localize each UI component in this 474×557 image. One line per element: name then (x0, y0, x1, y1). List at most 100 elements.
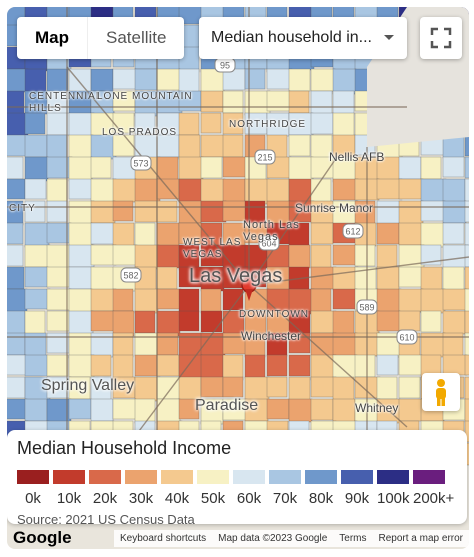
census-tract[interactable] (464, 354, 469, 376)
census-tract[interactable] (266, 178, 290, 205)
census-tract[interactable] (266, 398, 290, 420)
census-tract[interactable] (332, 288, 358, 310)
census-tract[interactable] (112, 134, 135, 157)
census-tract[interactable] (398, 200, 424, 227)
census-tract[interactable] (442, 222, 465, 245)
census-tract[interactable] (68, 288, 93, 313)
census-tract[interactable] (288, 354, 311, 377)
census-tract[interactable] (266, 310, 292, 336)
census-tract[interactable] (7, 178, 26, 200)
census-tract[interactable] (200, 310, 223, 333)
census-tract[interactable] (266, 68, 293, 90)
census-tract[interactable] (24, 112, 46, 135)
census-tract[interactable] (24, 200, 46, 223)
census-tract[interactable] (112, 244, 138, 266)
census-tract[interactable] (376, 266, 400, 293)
census-tract[interactable] (332, 244, 357, 266)
census-tract[interactable] (354, 354, 376, 378)
census-tract[interactable] (376, 222, 400, 245)
census-tract[interactable] (90, 222, 115, 245)
census-tract[interactable] (442, 178, 466, 203)
census-tract[interactable] (24, 68, 47, 93)
census-tract[interactable] (178, 134, 201, 160)
census-tract[interactable] (288, 398, 313, 423)
census-tract[interactable] (332, 398, 356, 423)
census-tract[interactable] (24, 244, 51, 268)
map-pin-icon[interactable] (241, 277, 257, 301)
census-tract[interactable] (46, 244, 70, 270)
census-tract[interactable] (68, 222, 93, 248)
census-tract[interactable] (288, 288, 315, 315)
census-tract[interactable] (24, 354, 49, 377)
satellite-button[interactable]: Satellite (87, 17, 184, 59)
census-tract[interactable] (354, 244, 376, 267)
census-tract[interactable] (90, 266, 115, 293)
census-tract[interactable] (178, 288, 200, 313)
census-tract[interactable] (464, 244, 469, 268)
census-tract[interactable] (90, 112, 116, 138)
census-tract[interactable] (156, 310, 181, 337)
census-tract[interactable] (134, 68, 158, 91)
census-tract[interactable] (24, 156, 49, 182)
google-logo[interactable]: Google (13, 527, 72, 547)
census-tract[interactable] (90, 288, 117, 312)
census-tract[interactable] (244, 68, 266, 90)
census-tract[interactable] (398, 178, 424, 200)
census-tract[interactable] (90, 134, 117, 160)
census-tract[interactable] (46, 134, 68, 160)
census-tract[interactable] (464, 156, 469, 179)
census-tract[interactable] (200, 90, 224, 113)
census-tract[interactable] (288, 332, 311, 354)
census-tract[interactable] (90, 244, 117, 266)
census-tract[interactable] (398, 244, 425, 271)
census-tract[interactable] (442, 288, 468, 311)
census-tract[interactable] (112, 398, 137, 420)
census-tract[interactable] (442, 156, 465, 178)
census-tract[interactable] (222, 156, 249, 178)
street-view-button[interactable] (422, 373, 460, 411)
census-tract[interactable] (68, 200, 95, 225)
census-tract[interactable] (134, 178, 161, 203)
census-tract[interactable] (112, 310, 135, 337)
census-tract[interactable] (156, 288, 182, 310)
census-tract[interactable] (200, 156, 223, 179)
fullscreen-button[interactable] (420, 17, 462, 59)
census-tract[interactable] (156, 354, 180, 377)
census-tract[interactable] (332, 354, 358, 381)
census-tract[interactable] (178, 156, 204, 180)
census-tract[interactable] (46, 354, 69, 377)
census-tract[interactable] (7, 354, 27, 376)
census-tract[interactable] (134, 376, 161, 402)
census-tract[interactable] (178, 178, 203, 203)
census-tract[interactable] (68, 354, 95, 378)
census-tract[interactable] (420, 310, 442, 333)
census-tract[interactable] (222, 354, 244, 381)
census-tract[interactable] (7, 222, 24, 245)
census-tract[interactable] (200, 354, 224, 380)
census-tract[interactable] (178, 112, 200, 136)
census-tract[interactable] (222, 134, 244, 158)
census-tract[interactable] (46, 178, 68, 203)
census-tract[interactable] (398, 398, 423, 422)
census-tract[interactable] (200, 288, 222, 314)
census-tract[interactable] (222, 90, 244, 114)
census-tract[interactable] (112, 178, 137, 203)
keyboard-shortcuts-link[interactable]: Keyboard shortcuts (119, 533, 207, 544)
census-tract[interactable] (332, 266, 359, 291)
census-tract[interactable] (7, 398, 28, 420)
layer-select[interactable]: Median household in... (199, 17, 407, 59)
census-tract[interactable] (156, 134, 180, 158)
census-tract[interactable] (90, 156, 112, 179)
census-tract[interactable] (288, 376, 311, 403)
census-tract[interactable] (7, 266, 25, 290)
census-tract[interactable] (200, 200, 227, 223)
census-tract[interactable] (200, 376, 224, 398)
census-tract[interactable] (134, 222, 156, 248)
census-tract[interactable] (112, 200, 134, 222)
census-tract[interactable] (266, 90, 291, 112)
census-tract[interactable] (420, 244, 442, 266)
census-tract[interactable] (222, 200, 249, 222)
census-tract[interactable] (46, 310, 70, 332)
census-tract[interactable] (134, 288, 159, 314)
census-tract[interactable] (7, 90, 25, 115)
